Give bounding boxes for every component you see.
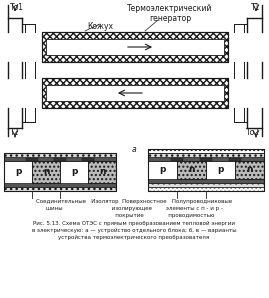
Bar	[148, 157, 264, 161]
Bar	[148, 187, 264, 191]
Text: n: n	[246, 165, 253, 175]
Text: То2: То2	[246, 128, 260, 137]
Bar	[60, 161, 88, 183]
Bar	[4, 157, 116, 161]
Bar	[4, 153, 116, 157]
Bar	[4, 153, 116, 191]
Text: p: p	[71, 167, 77, 176]
Text: p: p	[15, 167, 21, 176]
Text: T2: T2	[10, 128, 19, 137]
Text: в электрическую: а — устройство отдельного блока; б, в — варианты: в электрическую: а — устройство отдельно…	[32, 228, 236, 233]
Text: n: n	[99, 167, 105, 176]
Bar	[235, 161, 264, 179]
Bar	[32, 161, 60, 183]
Bar	[200, 158, 212, 161]
Text: p: p	[159, 165, 166, 175]
Bar	[148, 149, 264, 153]
Text: а: а	[132, 145, 136, 154]
Bar	[4, 187, 116, 191]
Text: покрытие              проводимостью: покрытие проводимостью	[54, 213, 214, 218]
Bar	[4, 161, 32, 183]
Bar	[46, 85, 224, 101]
Bar	[171, 158, 183, 161]
Text: Соединительные   Изолятор  Поверхностное   Полупроводниковые: Соединительные Изолятор Поверхностное По…	[36, 199, 232, 204]
Bar	[88, 161, 116, 183]
Text: То1: То1	[10, 3, 24, 12]
Bar	[148, 161, 177, 179]
Bar	[148, 183, 264, 187]
Bar	[42, 32, 228, 62]
Bar	[148, 179, 264, 183]
Bar	[42, 78, 228, 108]
Text: n: n	[43, 167, 49, 176]
Text: Кожух: Кожух	[87, 22, 113, 31]
Bar	[235, 161, 264, 179]
Bar	[54, 158, 66, 161]
Bar	[4, 183, 116, 187]
Text: устройства термоэлектрического преобразователя: устройства термоэлектрического преобразо…	[58, 235, 210, 240]
Bar	[229, 158, 241, 161]
Bar	[32, 161, 60, 183]
Text: Рис. 5.13. Схема ОТЭС с прямым преобразованием тепловой энергии: Рис. 5.13. Схема ОТЭС с прямым преобразо…	[33, 221, 235, 226]
Bar	[42, 78, 228, 108]
Bar	[177, 161, 206, 179]
Bar	[206, 161, 235, 179]
Bar	[88, 161, 116, 183]
Bar	[148, 149, 264, 191]
Bar	[148, 153, 264, 157]
Bar	[82, 158, 94, 161]
Text: n: n	[188, 165, 195, 175]
Text: шины                            изолирующее        элементы с п - и р -: шины изолирующее элементы с п - и р -	[45, 206, 222, 211]
Bar	[177, 161, 206, 179]
Bar	[26, 158, 38, 161]
Text: p: p	[217, 165, 224, 175]
Bar	[46, 39, 224, 55]
Bar	[42, 32, 228, 62]
Text: Термоэлектрический
генератор: Термоэлектрический генератор	[127, 4, 213, 24]
Text: T1: T1	[251, 3, 260, 12]
